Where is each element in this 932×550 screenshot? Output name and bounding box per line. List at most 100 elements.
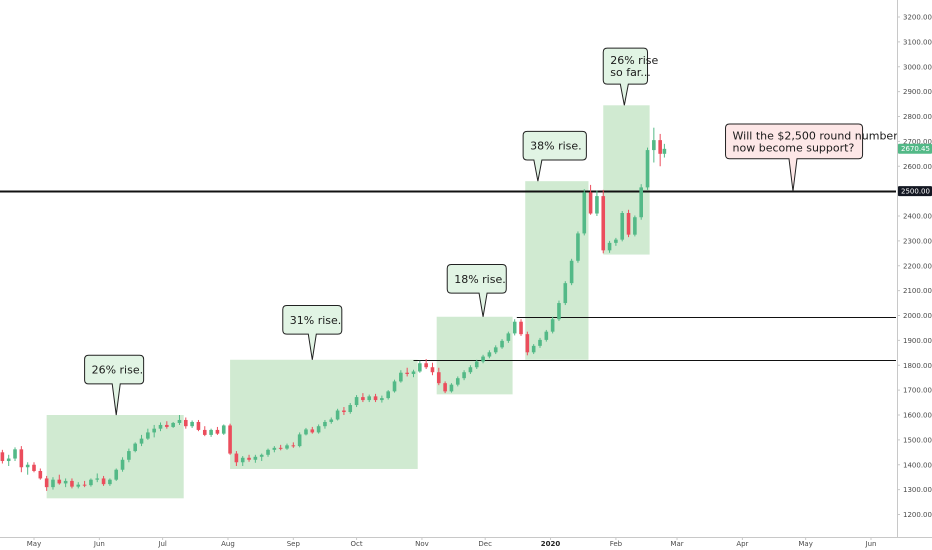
candle[interactable] [127,448,131,463]
candle[interactable] [380,395,384,403]
callout-2[interactable]: 31% rise. [282,305,343,360]
candle[interactable] [177,415,182,425]
candle[interactable] [386,390,390,400]
candle[interactable] [297,432,302,448]
candle[interactable] [0,449,5,464]
candle[interactable] [342,407,346,415]
candle[interactable] [576,231,580,263]
callout-3[interactable]: 18% rise. [446,264,507,317]
candle[interactable] [373,393,378,403]
candle[interactable] [190,420,194,428]
candle[interactable] [418,360,422,373]
candle[interactable] [228,423,232,455]
candle[interactable] [291,442,296,448]
candle[interactable] [272,446,277,453]
candle[interactable] [626,209,631,238]
candle[interactable] [633,215,637,237]
candle[interactable] [278,444,283,451]
candle[interactable] [582,189,587,236]
candle[interactable] [474,359,479,369]
candle[interactable] [323,419,327,429]
candle[interactable] [354,395,359,408]
candle[interactable] [525,331,530,356]
candle[interactable] [506,331,511,343]
candle[interactable] [146,428,150,440]
candle[interactable] [139,434,144,447]
candle[interactable] [487,350,492,359]
candle[interactable] [114,468,119,481]
candle[interactable] [316,424,321,434]
candle[interactable] [588,184,593,215]
candle[interactable] [240,456,245,466]
candle[interactable] [171,421,175,428]
candle[interactable] [531,344,536,355]
candle[interactable] [430,362,435,376]
candle[interactable] [13,447,17,462]
candle[interactable] [266,448,270,457]
candle[interactable] [468,365,473,374]
candle[interactable] [493,345,498,355]
candle[interactable] [329,417,334,424]
candle[interactable] [101,475,106,486]
candle[interactable] [544,329,549,342]
candle[interactable] [108,478,112,486]
candle[interactable] [658,133,662,167]
candle[interactable] [500,339,504,349]
candle[interactable] [512,319,517,336]
candle[interactable] [133,442,137,453]
candle[interactable] [348,403,353,414]
candle[interactable] [57,474,62,485]
candle[interactable] [569,258,574,286]
candle[interactable] [652,127,656,163]
candle[interactable] [120,457,125,472]
candle[interactable] [38,468,43,480]
candle[interactable] [519,319,523,336]
candle[interactable] [234,451,239,466]
candle[interactable] [449,383,454,393]
candle[interactable] [405,367,409,377]
candle[interactable] [481,354,485,364]
candle[interactable] [335,408,340,421]
candle[interactable] [19,446,24,473]
candle[interactable] [152,424,156,438]
candle[interactable] [247,454,251,462]
candle[interactable] [455,376,460,387]
callout-4[interactable]: 38% rise. [522,130,587,182]
candle[interactable] [158,422,163,432]
candle[interactable] [215,426,220,435]
candle[interactable] [221,424,226,435]
candle[interactable] [70,478,74,489]
candle[interactable] [285,443,289,450]
candle[interactable] [259,453,264,462]
candle[interactable] [76,482,81,489]
candle[interactable] [645,147,650,190]
candle[interactable] [209,428,213,437]
candle[interactable] [6,454,11,466]
candle[interactable] [32,462,36,473]
candle[interactable] [44,475,49,491]
callout-1[interactable]: 26% rise. [84,354,145,416]
candle[interactable] [443,381,447,394]
candle[interactable] [557,300,561,321]
candle[interactable] [550,316,555,334]
candle[interactable] [399,370,403,383]
candle[interactable] [165,421,169,429]
candle[interactable] [63,478,68,488]
candle[interactable] [25,462,30,475]
candle[interactable] [367,394,372,403]
candle[interactable] [310,426,315,434]
candle[interactable] [607,240,612,253]
candle[interactable] [304,427,308,436]
candle[interactable] [82,480,87,488]
candle[interactable] [601,189,606,254]
candle[interactable] [614,237,618,246]
candle[interactable] [95,473,100,483]
candle[interactable] [424,359,428,369]
candle[interactable] [89,478,93,487]
candle[interactable] [538,337,542,348]
candle[interactable] [662,143,667,158]
candle[interactable] [361,393,365,403]
candle[interactable] [595,190,599,216]
